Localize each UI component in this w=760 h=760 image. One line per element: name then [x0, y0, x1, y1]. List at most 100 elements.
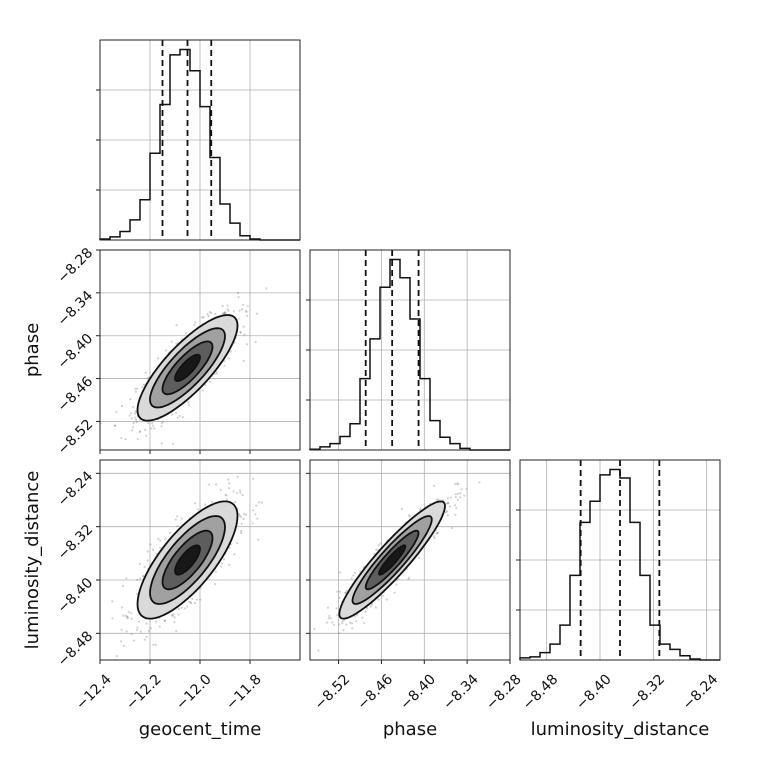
hist-step-phase [309, 258, 510, 451]
scatter-point [132, 426, 135, 429]
scatter-point [370, 603, 373, 606]
scatter-point [245, 310, 248, 313]
scatter-point [121, 584, 124, 588]
hist-step-luminosity_distance [519, 468, 720, 661]
scatter-point [350, 577, 353, 580]
scatter-point [338, 590, 342, 593]
scatter-point [210, 311, 213, 315]
contour-0.5sigma [174, 353, 201, 383]
scatter-point [136, 578, 139, 582]
scatter-point [122, 644, 125, 647]
scatter-point [168, 531, 171, 535]
scatter-point [180, 517, 183, 520]
scatter-point [329, 617, 333, 620]
scatter-point [345, 589, 348, 592]
scatter-point [454, 493, 457, 496]
scatter-point [441, 499, 445, 502]
scatter-point [145, 635, 148, 639]
scatter-point [246, 314, 249, 317]
scatter-point [251, 522, 254, 525]
ytick-label-phase: −8.34 [55, 288, 97, 330]
scatter-point [202, 316, 205, 319]
scatter-point [242, 325, 245, 328]
scatter-point [163, 619, 166, 623]
ylabel-luminosity-distance: luminosity_distance [22, 471, 43, 650]
scatter-point [225, 494, 228, 497]
scatter-panel-geocent_time-vs-luminosity_distance [96, 459, 301, 664]
scatter-point [257, 538, 260, 541]
scatter-point [142, 575, 145, 578]
scatter-point [254, 340, 257, 343]
scatter-point [436, 531, 439, 535]
scatter-point [457, 483, 460, 486]
scatter-point [142, 575, 145, 578]
scatter-point [369, 605, 372, 608]
scatter-point [146, 550, 149, 553]
scatter-point [244, 310, 248, 313]
xtick-label-phase: −8.40 [397, 671, 439, 713]
scatter-point [408, 515, 411, 518]
scatter-point [236, 542, 239, 545]
scatter-point [188, 600, 191, 603]
scatter-point [237, 291, 240, 294]
scatter-panel-geocent_time-vs-phase [96, 249, 301, 454]
scatter-point [331, 621, 334, 624]
scatter-point [172, 613, 175, 616]
scatter-point [478, 481, 481, 484]
ytick-label-luminosity_distance: −8.40 [55, 575, 97, 617]
scatter-point [141, 386, 144, 389]
scatter-point [193, 323, 196, 327]
scatter-point [122, 614, 125, 617]
scatter-point [228, 482, 231, 485]
scatter-point [187, 401, 190, 404]
ytick-label-phase: −8.52 [55, 416, 97, 458]
scatter-point [176, 515, 179, 518]
scatter-point [184, 607, 187, 610]
scatter-point [317, 649, 320, 652]
scatter-point [170, 340, 173, 343]
scatter-point [175, 342, 178, 345]
xlabel-phase: phase [383, 719, 437, 740]
scatter-point [142, 383, 145, 386]
scatter-point [195, 598, 198, 601]
scatter-point [145, 622, 148, 625]
scatter-point [125, 630, 128, 633]
scatter-point [130, 417, 133, 420]
scatter-point [445, 511, 448, 514]
hist-frame-geocent_time [99, 39, 301, 241]
scatter-point [197, 508, 200, 511]
scatter-point [134, 418, 138, 421]
scatter-point [193, 601, 196, 605]
scatter-point [242, 303, 245, 306]
scatter-point [255, 504, 258, 507]
scatter-point [191, 597, 194, 601]
scatter-point [328, 614, 331, 618]
scatter-point [361, 616, 364, 619]
hist-frame-phase [309, 249, 511, 451]
scatter-point [233, 553, 236, 556]
scatter-point [130, 633, 133, 636]
scatter-point [150, 427, 153, 430]
ytick-label-luminosity_distance: −8.24 [55, 468, 97, 510]
scatter-point [132, 422, 135, 425]
scatter-point [435, 532, 438, 535]
scatter-point [242, 517, 245, 521]
scatter-point [460, 488, 463, 491]
xtick-label-geocent_time: −12.4 [73, 671, 115, 713]
scatter-point [349, 621, 352, 624]
contour-0.5sigma [174, 544, 201, 576]
scatter-point [239, 491, 242, 494]
scatter-point [174, 411, 178, 414]
scatter-point [190, 602, 193, 605]
scatter-point [223, 359, 226, 363]
scatter-point [256, 517, 259, 520]
scatter-point [257, 501, 260, 504]
scatter-point [344, 591, 347, 594]
scatter-point [377, 598, 380, 601]
scatter-point [313, 628, 316, 631]
scatter-point [120, 437, 123, 440]
scatter-point [447, 502, 450, 505]
scatter-point [194, 321, 197, 324]
scatter-point [143, 566, 146, 569]
